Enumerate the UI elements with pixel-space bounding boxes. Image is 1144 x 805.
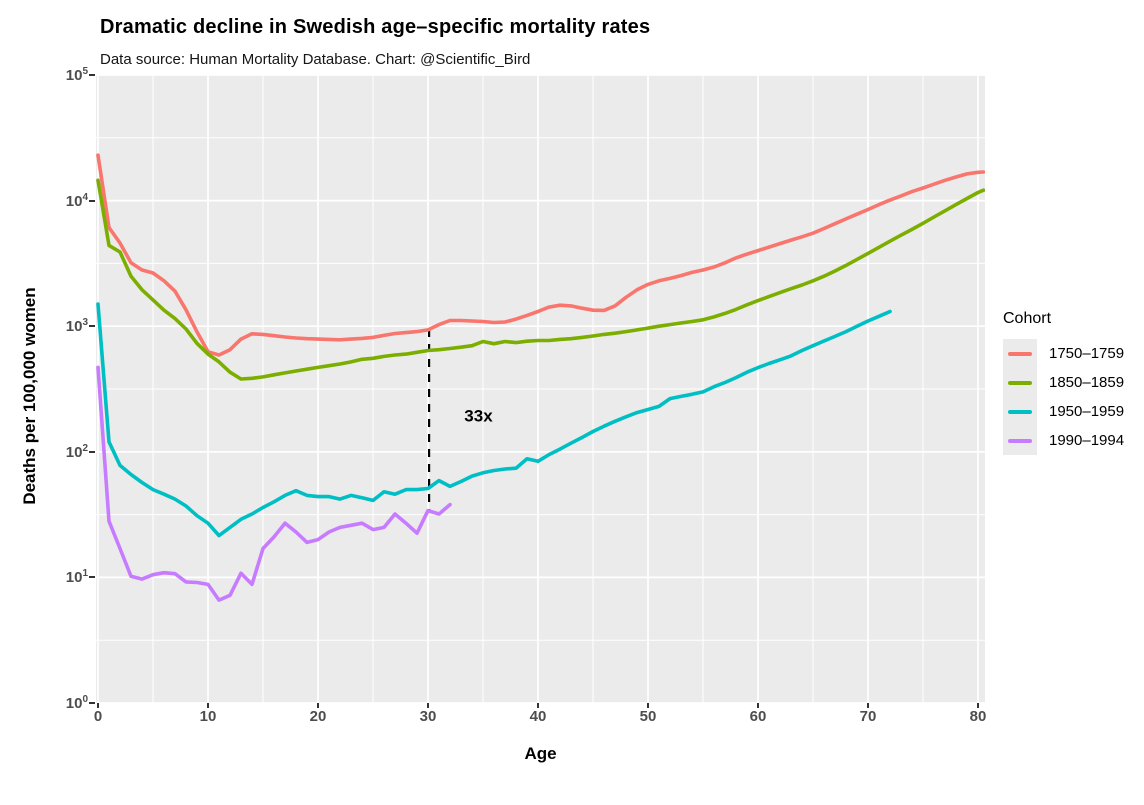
y-axis-tick bbox=[89, 702, 95, 704]
x-tick-label: 0 bbox=[93, 708, 103, 725]
x-tick-label: 60 bbox=[749, 708, 767, 725]
y-axis-tick bbox=[89, 576, 95, 579]
x-tick-label: 80 bbox=[969, 708, 987, 725]
x-axis-tick bbox=[317, 703, 319, 708]
legend-title: Cohort bbox=[1003, 310, 1052, 327]
legend-line-icon bbox=[1008, 409, 1032, 414]
plot-area: 33x bbox=[96, 75, 985, 703]
x-tick-label: 40 bbox=[529, 708, 547, 725]
legend-key-swatch bbox=[1003, 426, 1037, 455]
y-axis-tick bbox=[89, 325, 95, 328]
x-axis-tick bbox=[647, 703, 649, 708]
y-tick-label: 100 bbox=[65, 694, 88, 712]
x-axis-tick bbox=[867, 703, 869, 708]
y-tick-label: 104 bbox=[65, 191, 88, 210]
legend-key-swatch bbox=[1003, 397, 1037, 426]
legend-key-swatch bbox=[1003, 368, 1037, 397]
y-axis-tick bbox=[89, 450, 95, 453]
legend-item-label: 1850–1859 bbox=[1049, 374, 1125, 391]
y-axis-title: Deaths per 100,000 women bbox=[20, 287, 39, 505]
chart-title: Dramatic decline in Swedish age–specific… bbox=[100, 16, 651, 38]
x-axis-tick bbox=[537, 703, 539, 708]
annotation-label: 33x bbox=[464, 406, 493, 425]
x-tick-label: 10 bbox=[199, 708, 217, 725]
x-tick-label: 30 bbox=[419, 708, 437, 725]
x-tick-label: 20 bbox=[309, 708, 327, 725]
x-axis-tick bbox=[757, 703, 759, 708]
legend: Cohort 1750–1759 1850–1859 1950–1959 199… bbox=[1003, 310, 1124, 455]
x-axis-title: Age bbox=[524, 744, 557, 763]
x-axis-tick bbox=[207, 703, 209, 708]
series-line-1750-1759 bbox=[96, 153, 985, 357]
legend-item-label: 1950–1959 bbox=[1049, 403, 1125, 420]
legend-line-icon bbox=[1008, 380, 1032, 385]
y-tick-label: 102 bbox=[65, 442, 88, 461]
x-axis-tick bbox=[97, 703, 99, 708]
x-axis-tick bbox=[977, 703, 979, 708]
legend-item: 1750–1759 bbox=[1003, 339, 1124, 368]
x-axis-tick bbox=[427, 703, 429, 708]
chart-subtitle: Data source: Human Mortality Database. C… bbox=[100, 51, 531, 68]
legend-line-icon bbox=[1008, 351, 1032, 356]
legend-key-swatch bbox=[1003, 339, 1037, 368]
y-tick-label: 105 bbox=[65, 66, 88, 84]
legend-item-label: 1990–1994 bbox=[1049, 432, 1125, 449]
x-tick-label: 50 bbox=[639, 708, 657, 725]
y-axis-tick bbox=[89, 74, 95, 76]
y-tick-label: 101 bbox=[65, 568, 88, 587]
legend-line-icon bbox=[1008, 438, 1032, 443]
series-line-1950-1959 bbox=[96, 302, 892, 538]
legend-item: 1850–1859 bbox=[1003, 368, 1124, 397]
x-tick-label: 70 bbox=[859, 708, 877, 725]
series-line-1850-1859 bbox=[96, 178, 985, 381]
legend-item: 1950–1959 bbox=[1003, 397, 1124, 426]
legend-item: 1990–1994 bbox=[1003, 426, 1124, 455]
plot-panel: 33x bbox=[96, 75, 985, 703]
y-axis-tick bbox=[89, 199, 95, 202]
y-tick-label: 103 bbox=[65, 317, 88, 336]
legend-item-label: 1750–1759 bbox=[1049, 345, 1125, 362]
series-line-1990-1994 bbox=[96, 365, 452, 602]
